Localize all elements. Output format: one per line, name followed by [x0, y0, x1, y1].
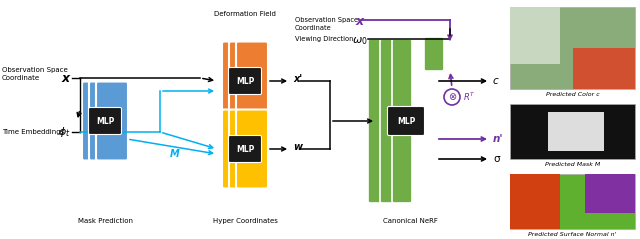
Text: Hyper Coordinates: Hyper Coordinates	[212, 218, 277, 224]
Bar	[585, 174, 635, 212]
Text: Predicted Color c: Predicted Color c	[546, 92, 599, 97]
Text: w: w	[293, 142, 302, 152]
Bar	[573, 48, 635, 89]
FancyBboxPatch shape	[380, 39, 400, 203]
Text: MLP: MLP	[236, 76, 254, 86]
Text: σ: σ	[493, 154, 500, 164]
FancyBboxPatch shape	[368, 39, 388, 203]
FancyBboxPatch shape	[424, 37, 444, 71]
Bar	[510, 7, 635, 89]
Text: Observation Space
Coordinate: Observation Space Coordinate	[295, 17, 358, 31]
FancyBboxPatch shape	[228, 136, 262, 163]
Bar	[510, 104, 635, 159]
Text: Mask Prediction: Mask Prediction	[77, 218, 132, 224]
FancyBboxPatch shape	[82, 81, 114, 161]
Text: x': x'	[293, 74, 302, 84]
FancyBboxPatch shape	[229, 42, 261, 120]
FancyBboxPatch shape	[392, 39, 412, 203]
FancyBboxPatch shape	[236, 42, 268, 120]
Text: M: M	[170, 149, 180, 159]
Bar	[510, 174, 560, 229]
Text: Predicted Mask M: Predicted Mask M	[545, 162, 600, 167]
FancyBboxPatch shape	[96, 81, 128, 161]
Text: MLP: MLP	[397, 116, 415, 125]
Text: Observation Space
Coordinate: Observation Space Coordinate	[2, 67, 68, 81]
FancyBboxPatch shape	[89, 81, 121, 161]
Text: c: c	[493, 76, 499, 86]
Text: n': n'	[493, 134, 504, 144]
Text: Deformation Field: Deformation Field	[214, 11, 276, 17]
Text: Time Embeddings: Time Embeddings	[2, 129, 64, 135]
Text: MLP: MLP	[96, 116, 114, 125]
FancyBboxPatch shape	[88, 108, 122, 135]
Text: $R^T$: $R^T$	[463, 91, 476, 103]
Text: $\phi_t$: $\phi_t$	[58, 125, 70, 139]
Text: x: x	[62, 71, 70, 85]
FancyBboxPatch shape	[236, 109, 268, 189]
FancyBboxPatch shape	[222, 42, 254, 120]
Text: Viewing Direction: Viewing Direction	[295, 36, 353, 42]
Text: MLP: MLP	[236, 145, 254, 153]
Text: ⊗: ⊗	[448, 92, 456, 102]
Text: x: x	[356, 15, 364, 28]
Bar	[510, 174, 635, 229]
FancyBboxPatch shape	[387, 107, 424, 136]
FancyBboxPatch shape	[228, 67, 262, 94]
FancyBboxPatch shape	[222, 109, 254, 189]
FancyBboxPatch shape	[229, 109, 261, 189]
Bar	[547, 112, 604, 151]
Text: Canonical NeRF: Canonical NeRF	[383, 218, 437, 224]
Text: Predicted Surface Normal n': Predicted Surface Normal n'	[528, 232, 617, 237]
Text: $\omega_0$: $\omega_0$	[352, 35, 368, 47]
Bar	[510, 7, 560, 64]
